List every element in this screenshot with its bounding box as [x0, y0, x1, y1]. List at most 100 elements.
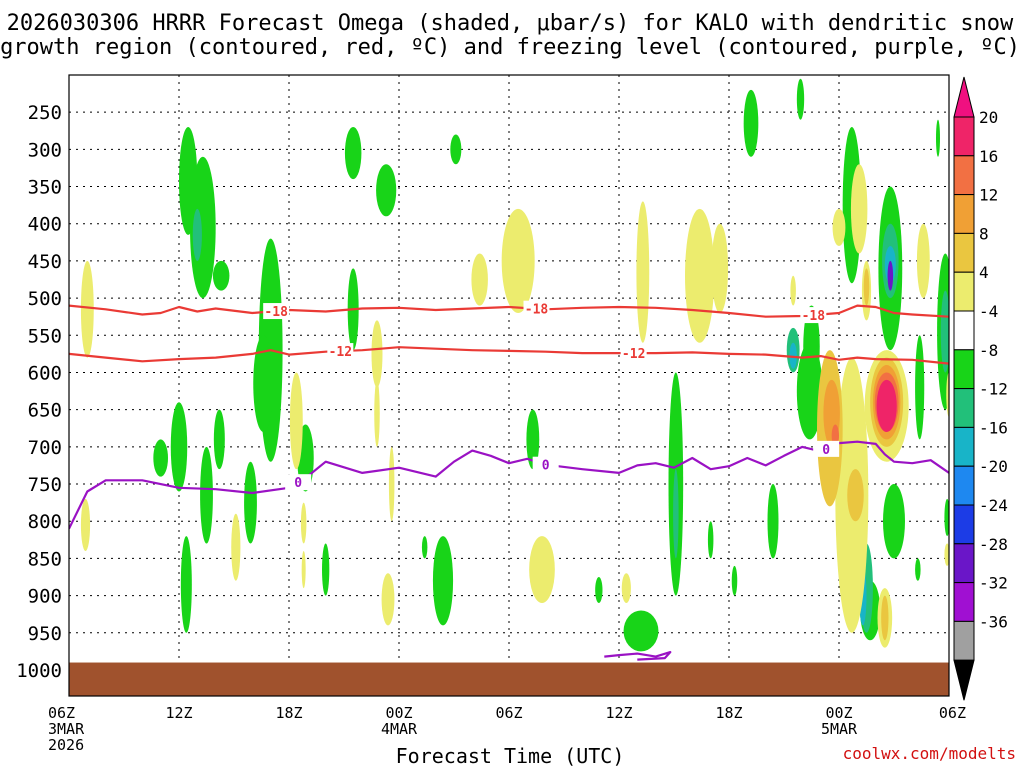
y-tick-label: 950 — [28, 623, 62, 645]
omega-cell-yellow — [790, 275, 796, 306]
omega-cell-green — [212, 260, 230, 291]
y-tick-label: 500 — [28, 288, 62, 310]
omega-cell-yellow — [944, 543, 949, 566]
colorbar-label: 8 — [979, 224, 989, 243]
omega-cell-green — [767, 484, 779, 559]
omega-cell-green — [915, 335, 925, 440]
colorbar-label: -8 — [979, 341, 998, 360]
colorbar-bin — [953, 232, 975, 273]
y-tick-label: 450 — [28, 251, 62, 273]
colorbar-bin — [953, 271, 975, 312]
omega-cell-yellow — [371, 320, 383, 388]
omega-cell-yellow — [711, 223, 729, 313]
omega-cell-pink — [876, 379, 897, 432]
omega-cell-yellow — [388, 446, 395, 522]
x-tick-label: 06Z — [495, 704, 522, 722]
chart-title-line-1: 2026030306 HRRR Forecast Omega (shaded, … — [7, 11, 1014, 36]
dgz-contour-label-bg — [620, 345, 647, 362]
y-tick-label: 550 — [28, 325, 62, 347]
y-tick-label: 900 — [28, 586, 62, 608]
y-tick-label: 800 — [28, 511, 62, 533]
ground-fill — [69, 662, 949, 696]
dgz-contour-label: -12 — [622, 347, 645, 362]
colorbar-bin — [953, 543, 975, 584]
colorbar-bin — [953, 310, 975, 351]
omega-cell-green — [376, 164, 397, 217]
omega-cell-green — [244, 461, 257, 544]
dgz-contour-label-bg — [523, 300, 550, 317]
dgz-contour-line — [69, 304, 949, 318]
dgz-contour-label: -18 — [802, 309, 826, 324]
colorbar-label: -28 — [979, 535, 1008, 554]
dgz-contour-line — [69, 346, 949, 365]
y-tick-label: 300 — [28, 139, 62, 161]
omega-cell-yellow — [289, 372, 303, 470]
freezing-level-contour-line — [604, 651, 672, 661]
dgz-contour-label: -12 — [329, 345, 352, 360]
colorbar-bin — [953, 582, 975, 622]
omega-cell-yellow — [471, 253, 488, 306]
colorbar-label: -36 — [979, 612, 1008, 631]
colorbar-bin — [953, 155, 975, 196]
omega-cell-gold — [847, 469, 864, 522]
x-tick-label: 3MAR — [48, 720, 85, 738]
omega-cell-yellow — [946, 372, 949, 418]
colorbar-label: -4 — [979, 302, 998, 321]
x-tick-label: 06Z — [48, 704, 75, 722]
source-credit[interactable]: coolwx.com/modelts — [843, 744, 1016, 763]
omega-cell-yellow — [501, 208, 535, 313]
y-tick-label: 250 — [28, 102, 62, 124]
omega-cell-green — [421, 536, 428, 559]
omega-cell-green — [883, 484, 905, 559]
colorbar: 20 16 12 8 4 -4 -8 -12 -16 -20 -24 -28 -32 -36 — [953, 76, 1008, 701]
x-tick-label: 00Z — [825, 704, 852, 722]
omega-cell-yellow — [621, 573, 631, 604]
x-axis-title: Forecast Time (UTC) — [396, 744, 625, 768]
dgz-contour-label-bg — [263, 303, 290, 320]
y-tick-label: 600 — [28, 362, 62, 384]
colorbar-label: -12 — [979, 380, 1008, 399]
omega-cell-green — [915, 558, 921, 581]
dgz-contour-label-bg — [800, 307, 827, 324]
freezing-level-contour-label-bg — [532, 456, 559, 473]
omega-cell-teal — [192, 208, 202, 261]
colorbar-bin — [953, 349, 975, 390]
omega-cell-green — [944, 498, 949, 537]
omega-cell-green — [170, 402, 188, 492]
omega-cell-green — [213, 409, 225, 470]
y-tick-label: 650 — [28, 400, 62, 422]
omega-cell-green — [796, 78, 805, 120]
dgz-contour-label: -18 — [525, 303, 549, 318]
omega-cell-yellow — [80, 260, 94, 358]
x-tick-label: 00Z — [385, 704, 412, 722]
colorbar-label: -32 — [979, 574, 1008, 593]
freezing-level-contour-line — [69, 440, 949, 530]
colorbar-label: 12 — [979, 186, 998, 205]
freezing-level-contour-label-bg — [285, 474, 312, 491]
omega-cell-teal — [940, 290, 949, 373]
colorbar-bin — [953, 116, 975, 157]
y-tick-label: 400 — [28, 214, 62, 236]
x-tick-label: 12Z — [605, 704, 632, 722]
colorbar-label: -16 — [979, 418, 1008, 437]
omega-cell-yellow — [916, 223, 930, 299]
x-tick-label: 18Z — [275, 704, 302, 722]
omega-cell-yellow — [300, 502, 307, 544]
omega-cell-green — [803, 305, 820, 388]
omega-cell-green — [322, 543, 330, 596]
x-tick-label: 18Z — [715, 704, 742, 722]
colorbar-bin — [953, 194, 975, 234]
chart-title-line-2: growth region (contoured, red, ºC) and f… — [0, 35, 1020, 60]
colorbar-bin — [953, 620, 975, 661]
colorbar-bottom-arrow — [953, 659, 975, 701]
omega-cell-green — [253, 335, 274, 432]
omega-cell-yellow — [80, 498, 91, 551]
omega-cell-green — [200, 446, 213, 544]
omega-cell-green — [180, 536, 192, 633]
omega-cell-yellow — [832, 208, 846, 247]
x-tick-label: 5MAR — [821, 720, 858, 738]
omega-cell-green — [190, 156, 216, 299]
colorbar-label: -24 — [979, 496, 1008, 515]
plot-frame — [68, 74, 950, 697]
